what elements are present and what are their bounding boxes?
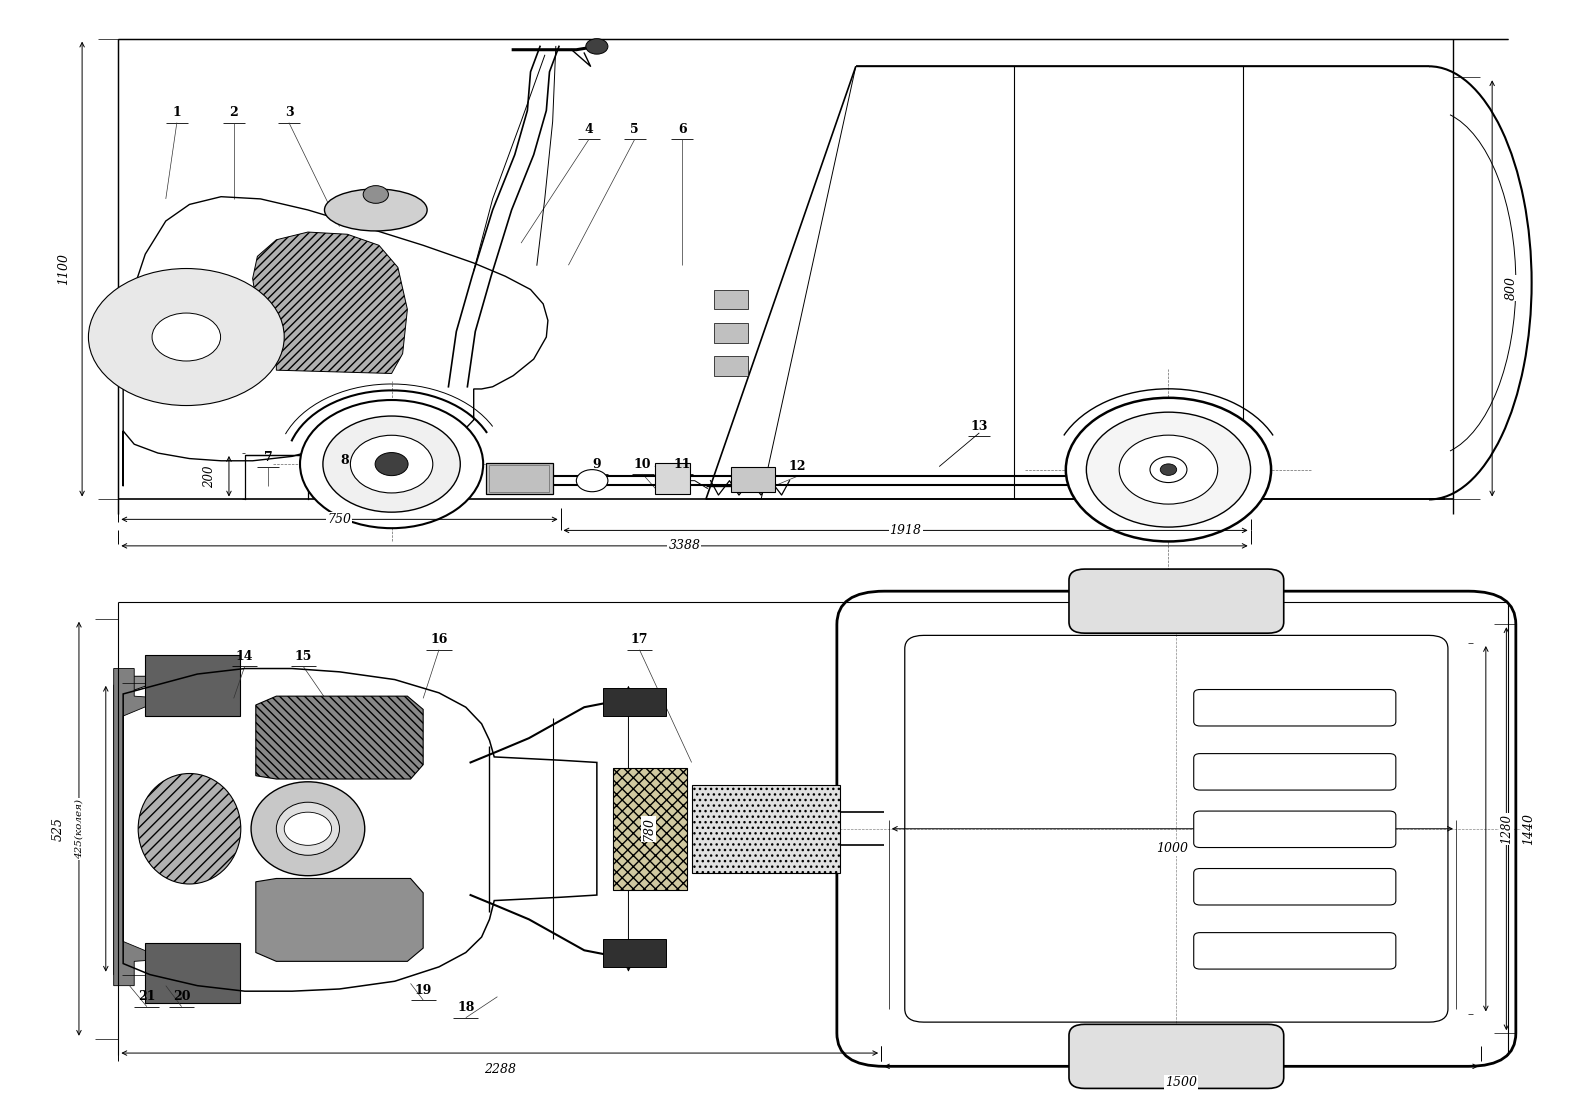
FancyBboxPatch shape	[1194, 933, 1396, 969]
Text: 750: 750	[327, 513, 352, 526]
Circle shape	[284, 812, 332, 845]
Circle shape	[1161, 464, 1176, 475]
Text: 4: 4	[584, 123, 594, 136]
Ellipse shape	[276, 802, 339, 855]
Text: 7: 7	[264, 451, 273, 464]
Polygon shape	[256, 696, 423, 779]
Text: 200: 200	[204, 465, 216, 487]
Text: 21: 21	[137, 990, 156, 1003]
Circle shape	[351, 435, 433, 493]
Bar	[655, 463, 690, 494]
Polygon shape	[114, 676, 174, 975]
Circle shape	[152, 313, 221, 361]
Circle shape	[300, 400, 483, 528]
Text: 11: 11	[673, 457, 692, 471]
FancyBboxPatch shape	[1069, 1024, 1284, 1088]
Bar	[486, 463, 553, 494]
Text: 1280: 1280	[1500, 813, 1513, 844]
Text: 15: 15	[294, 650, 313, 663]
Text: 14: 14	[235, 650, 254, 663]
Text: 10: 10	[633, 457, 652, 471]
Text: 1500: 1500	[1165, 1076, 1197, 1090]
Text: 6: 6	[677, 123, 687, 136]
Text: 3388: 3388	[668, 539, 701, 552]
Polygon shape	[692, 785, 840, 873]
Text: 800: 800	[1505, 276, 1517, 301]
Text: 8: 8	[339, 454, 349, 467]
Text: 12: 12	[788, 460, 807, 473]
Circle shape	[88, 269, 284, 406]
Circle shape	[1150, 456, 1187, 483]
Bar	[714, 323, 748, 343]
Text: 9: 9	[592, 457, 602, 471]
Circle shape	[1086, 412, 1251, 527]
FancyBboxPatch shape	[1194, 869, 1396, 905]
Bar	[714, 290, 748, 309]
Text: 1: 1	[172, 106, 182, 119]
Circle shape	[576, 470, 608, 492]
Bar	[714, 356, 748, 376]
Bar	[603, 688, 666, 716]
Text: 1918: 1918	[889, 524, 922, 537]
Text: 3: 3	[284, 106, 294, 119]
FancyBboxPatch shape	[1194, 690, 1396, 726]
Text: 525: 525	[52, 817, 65, 841]
Bar	[731, 467, 775, 492]
Text: 2: 2	[229, 106, 238, 119]
Circle shape	[1066, 398, 1271, 541]
Polygon shape	[256, 878, 423, 961]
Text: 13: 13	[970, 420, 988, 433]
Text: 20: 20	[172, 990, 191, 1003]
Ellipse shape	[251, 782, 365, 875]
Bar	[603, 939, 666, 967]
Text: 2288: 2288	[483, 1063, 516, 1076]
Circle shape	[586, 39, 608, 54]
Text: 1440: 1440	[1522, 813, 1535, 844]
FancyBboxPatch shape	[1194, 754, 1396, 790]
Ellipse shape	[139, 774, 240, 884]
Text: 1100: 1100	[57, 253, 69, 285]
Text: 18: 18	[456, 1001, 475, 1014]
Circle shape	[322, 415, 461, 513]
FancyBboxPatch shape	[1069, 569, 1284, 633]
Text: 425(колея): 425(колея)	[74, 799, 84, 859]
Polygon shape	[114, 669, 166, 986]
Text: 19: 19	[414, 983, 433, 997]
Polygon shape	[613, 768, 687, 890]
Circle shape	[376, 453, 407, 475]
Bar	[145, 943, 240, 1003]
FancyBboxPatch shape	[1194, 811, 1396, 848]
Text: 17: 17	[630, 633, 649, 646]
Text: 5: 5	[630, 123, 639, 136]
Bar	[145, 655, 240, 716]
Text: 1000: 1000	[1156, 842, 1189, 855]
Circle shape	[363, 186, 388, 203]
Circle shape	[1120, 435, 1217, 504]
Text: 780: 780	[643, 817, 655, 841]
Ellipse shape	[325, 189, 426, 231]
Text: 16: 16	[429, 633, 448, 646]
Polygon shape	[253, 232, 407, 373]
Bar	[489, 465, 549, 492]
